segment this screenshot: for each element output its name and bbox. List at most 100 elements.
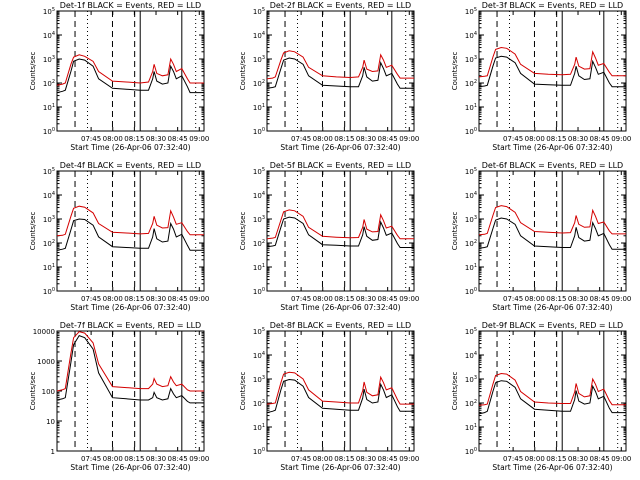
y-axis-label: Counts/sec: [239, 52, 247, 91]
chart-title: Det-8f BLACK = Events, RED = LLD: [270, 321, 411, 330]
y-tick-exponent: 0: [52, 287, 55, 293]
chart-title: Det-5f BLACK = Events, RED = LLD: [270, 161, 411, 170]
x-tick-label: 08:45: [168, 135, 188, 143]
y-tick-label: 100: [43, 127, 55, 136]
chart-title: Det-2f BLACK = Events, RED = LLD: [270, 1, 411, 10]
x-tick-label: 07:45: [291, 295, 311, 303]
series-line-lld: [266, 371, 414, 405]
series-line-events: [56, 334, 204, 404]
plot-frame: [478, 330, 627, 452]
x-tick-label: 09:00: [611, 455, 631, 463]
x-axis-label: Start Time (26-Apr-06 07:32:40): [280, 303, 400, 312]
y-tick-base: 10: [43, 8, 52, 16]
series-line-lld: [478, 372, 626, 406]
y-tick-label: 103: [43, 55, 55, 64]
y-tick-exponent: 0: [262, 287, 265, 293]
y-tick-base: 10: [253, 448, 262, 456]
y-tick-base: 10: [253, 168, 262, 176]
y-tick-base: 10: [253, 192, 262, 200]
y-tick-label: 101: [465, 103, 477, 112]
x-tick-label: 08:30: [146, 135, 166, 143]
y-tick-label: 102: [43, 79, 55, 88]
y-tick-label: 100: [253, 287, 265, 296]
y-tick-base: 10: [253, 104, 262, 112]
y-tick-base: 10: [253, 400, 262, 408]
plot-frame: [266, 330, 415, 452]
y-tick-label: 100: [253, 447, 265, 456]
y-tick-base: 10: [43, 32, 52, 40]
y-tick-exponent: 3: [474, 375, 477, 381]
y-tick-exponent: 1: [474, 423, 477, 429]
series-line-lld: [56, 331, 204, 392]
y-tick-base: 10: [43, 104, 52, 112]
y-axis-label: Counts/sec: [239, 372, 247, 411]
plot-frame: [266, 10, 415, 132]
y-tick-base: 10: [465, 168, 474, 176]
y-tick-exponent: 1: [52, 263, 55, 269]
chart-panel-1: Det-1f BLACK = Events, RED = LLD10010110…: [29, 1, 209, 152]
y-axis-label: Counts/sec: [451, 372, 459, 411]
y-tick-exponent: 4: [474, 191, 477, 197]
y-tick-base: 10: [253, 264, 262, 272]
y-tick-label: 103: [465, 215, 477, 224]
y-tick-label: 105: [43, 7, 55, 16]
series-line-events: [56, 58, 204, 94]
y-tick-exponent: 2: [262, 239, 265, 245]
x-tick-label: 09:00: [189, 135, 209, 143]
y-tick-label: 103: [253, 375, 265, 384]
y-tick-label: 105: [253, 167, 265, 176]
x-tick-label: 07:45: [503, 455, 523, 463]
x-tick-label: 08:30: [356, 135, 376, 143]
y-tick-exponent: 3: [262, 375, 265, 381]
plot-frame: [266, 170, 415, 292]
x-tick-label: 08:15: [124, 295, 144, 303]
y-tick-exponent: 4: [52, 191, 55, 197]
y-tick-label: 100: [465, 127, 477, 136]
y-tick-label: 104: [465, 31, 477, 40]
x-tick-label: 08:45: [168, 295, 188, 303]
y-tick-exponent: 5: [52, 7, 55, 13]
x-axis-label: Start Time (26-Apr-06 07:32:40): [492, 143, 612, 152]
y-tick-base: 10: [465, 288, 474, 296]
y-tick-exponent: 0: [474, 447, 477, 453]
x-axis-label: Start Time (26-Apr-06 07:32:40): [492, 303, 612, 312]
series-line-events: [266, 57, 414, 89]
y-tick-exponent: 2: [262, 79, 265, 85]
chart-panel-4: Det-4f BLACK = Events, RED = LLD10010110…: [29, 161, 209, 312]
x-tick-label: 08:45: [378, 295, 398, 303]
x-tick-label: 08:00: [103, 135, 123, 143]
y-tick-label: 103: [43, 215, 55, 224]
plot-frame: [478, 10, 627, 132]
y-tick-exponent: 5: [474, 7, 477, 13]
y-tick-label: 102: [253, 239, 265, 248]
x-tick-label: 08:45: [590, 295, 610, 303]
x-tick-label: 09:00: [611, 135, 631, 143]
y-tick-label: 101: [253, 423, 265, 432]
y-tick-label: 101: [465, 423, 477, 432]
y-axis-label: Counts/sec: [29, 52, 37, 91]
chart-title: Det-3f BLACK = Events, RED = LLD: [482, 1, 623, 10]
y-tick-exponent: 5: [262, 167, 265, 173]
y-tick-label: 100: [43, 287, 55, 296]
series-line-lld: [478, 205, 626, 236]
y-tick-exponent: 1: [262, 423, 265, 429]
x-tick-label: 08:30: [146, 295, 166, 303]
y-tick-label: 104: [465, 191, 477, 200]
y-tick-label: 103: [253, 55, 265, 64]
y-tick-exponent: 1: [474, 103, 477, 109]
y-tick-base: 10: [253, 80, 262, 88]
series-line-events: [478, 217, 626, 250]
y-tick-base: 10: [253, 376, 262, 384]
x-tick-label: 08:45: [378, 135, 398, 143]
chart-panel-6: Det-6f BLACK = Events, RED = LLD10010110…: [451, 161, 631, 312]
x-tick-label: 09:00: [399, 455, 419, 463]
y-tick-label: 104: [43, 31, 55, 40]
x-axis-label: Start Time (26-Apr-06 07:32:40): [70, 303, 190, 312]
y-tick-base: 10: [43, 264, 52, 272]
x-tick-label: 09:00: [399, 295, 419, 303]
chart-panel-9: Det-9f BLACK = Events, RED = LLD10010110…: [451, 321, 631, 472]
y-axis-label: Counts/sec: [29, 372, 37, 411]
y-tick-exponent: 2: [52, 79, 55, 85]
y-tick-base: 10: [253, 328, 262, 336]
series-line-events: [266, 378, 414, 414]
